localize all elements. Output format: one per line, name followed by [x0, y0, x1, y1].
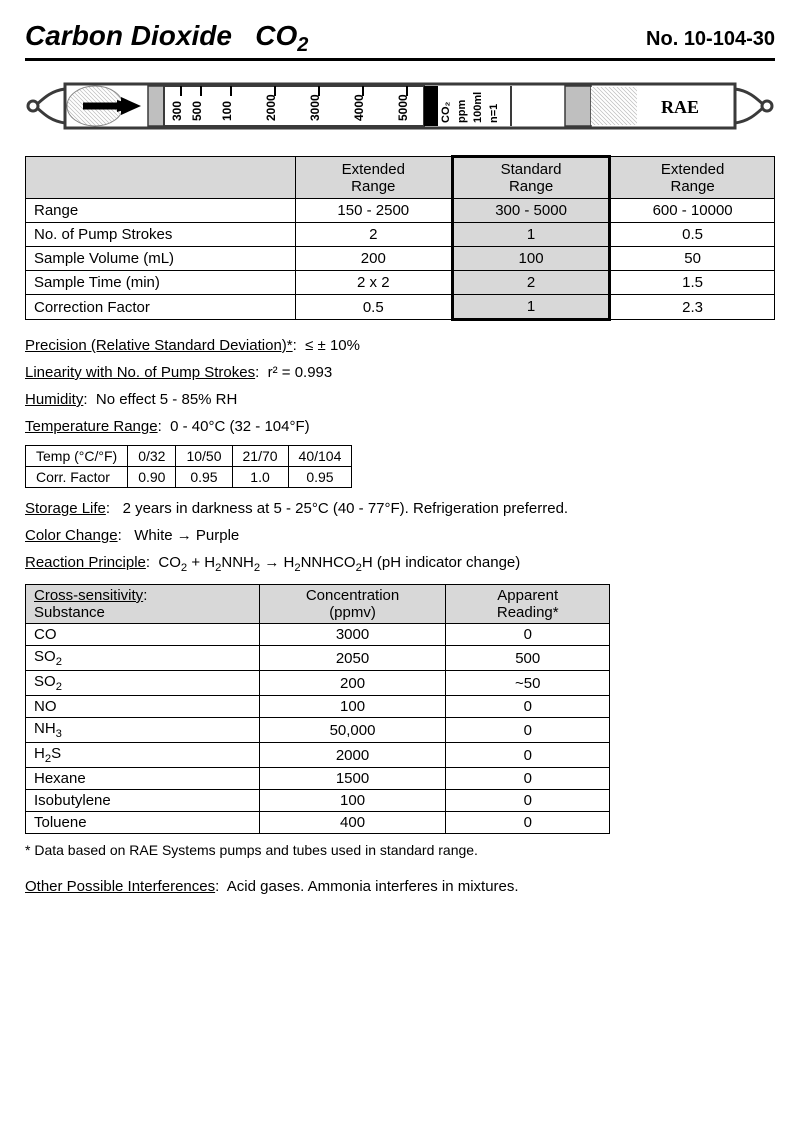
svg-text:100: 100 — [220, 101, 234, 121]
svg-text:CO₂: CO₂ — [440, 102, 452, 124]
range-tbody: Range150 - 2500300 - 5000600 - 10000 No. … — [26, 199, 775, 320]
cross-substance: NH3 — [26, 718, 260, 743]
spec-other-interferences: Other Possible Interferences: Acid gases… — [25, 878, 775, 895]
product-number: No. 10-104-30 — [646, 28, 775, 51]
range-cell: 600 - 10000 — [610, 199, 775, 223]
svg-text:300: 300 — [170, 101, 184, 121]
range-cell: 0.5 — [610, 223, 775, 247]
cross-sensitivity-table: Cross-sensitivity: Substance Concentrati… — [25, 584, 610, 834]
range-cell: 2 x 2 — [295, 271, 452, 295]
spec-humidity: Humidity: No effect 5 - 85% RH — [25, 391, 775, 408]
cross-reading: 0 — [446, 768, 610, 790]
range-header-ext1: ExtendedRange — [295, 157, 452, 199]
cross-substance: Hexane — [26, 768, 260, 790]
svg-text:500: 500 — [190, 101, 204, 121]
range-table: ExtendedRange StandardRange ExtendedRang… — [25, 155, 775, 321]
header: Carbon Dioxide CO2 No. 10-104-30 — [25, 20, 775, 52]
range-header-std: StandardRange — [452, 157, 609, 199]
spec-linearity: Linearity with No. of Pump Strokes: r² =… — [25, 364, 775, 381]
cross-header-substance: Cross-sensitivity: Substance — [26, 585, 260, 624]
cross-concentration: 1500 — [259, 768, 446, 790]
cross-substance: Isobutylene — [26, 790, 260, 812]
temp-row2-label: Corr. Factor — [26, 467, 128, 488]
cross-substance: SO2 — [26, 646, 260, 671]
cross-tbody: CO30000SO22050500SO2200~50NO1000NH350,00… — [26, 624, 610, 834]
range-cell: 200 — [295, 247, 452, 271]
header-rule — [25, 58, 775, 61]
range-cell: 1.5 — [610, 271, 775, 295]
range-cell-std: 100 — [452, 247, 609, 271]
cross-concentration: 100 — [259, 696, 446, 718]
range-cell-std: 1 — [452, 295, 609, 320]
temp-table: Temp (°C/°F) 0/32 10/50 21/70 40/104 Cor… — [25, 445, 352, 488]
cross-concentration: 3000 — [259, 624, 446, 646]
cross-concentration: 2000 — [259, 743, 446, 768]
cross-header-reading: ApparentReading* — [446, 585, 610, 624]
cross-reading: 500 — [446, 646, 610, 671]
cross-concentration: 50,000 — [259, 718, 446, 743]
range-row-label: Correction Factor — [26, 295, 296, 320]
cross-reading: 0 — [446, 696, 610, 718]
range-cell: 2.3 — [610, 295, 775, 320]
range-cell-std: 300 - 5000 — [452, 199, 609, 223]
temp-row1-label: Temp (°C/°F) — [26, 446, 128, 467]
tube-diagram: 300 500 100 2000 3000 4000 5000 CO₂ ppm … — [25, 71, 775, 141]
svg-text:n=1: n=1 — [488, 104, 500, 123]
cross-concentration: 400 — [259, 812, 446, 834]
cross-concentration: 2050 — [259, 646, 446, 671]
cross-substance: Toluene — [26, 812, 260, 834]
cross-substance: CO — [26, 624, 260, 646]
range-cell: 0.5 — [295, 295, 452, 320]
cross-reading: 0 — [446, 624, 610, 646]
range-cell: 50 — [610, 247, 775, 271]
cross-reading: 0 — [446, 812, 610, 834]
range-row-label: Sample Volume (mL) — [26, 247, 296, 271]
cross-reading: 0 — [446, 718, 610, 743]
page-title: Carbon Dioxide CO2 — [25, 20, 308, 52]
range-cell-std: 2 — [452, 271, 609, 295]
cross-substance: H2S — [26, 743, 260, 768]
range-cell: 150 - 2500 — [295, 199, 452, 223]
footnote: * Data based on RAE Systems pumps and tu… — [25, 842, 775, 858]
brand-label: RAE — [661, 97, 699, 117]
title-name: Carbon Dioxide — [25, 20, 232, 51]
title-formula: CO — [255, 20, 297, 51]
cross-reading: 0 — [446, 743, 610, 768]
spec-precision: Precision (Relative Standard Deviation)*… — [25, 337, 775, 354]
spec-temp-range: Temperature Range: 0 - 40°C (32 - 104°F) — [25, 418, 775, 435]
range-row-label: Range — [26, 199, 296, 223]
spec-reaction: Reaction Principle: CO2 + H2NNH2 → H2NNH… — [25, 554, 775, 574]
range-header-ext2: ExtendedRange — [610, 157, 775, 199]
cross-substance: NO — [26, 696, 260, 718]
range-cell: 2 — [295, 223, 452, 247]
spec-storage: Storage Life: 2 years in darkness at 5 -… — [25, 500, 775, 517]
svg-text:3000: 3000 — [308, 94, 322, 121]
range-header-blank — [26, 157, 296, 199]
cross-header-conc: Concentration(ppmv) — [259, 585, 446, 624]
cross-reading: ~50 — [446, 671, 610, 696]
reaction-formula: CO2 + H2NNH2 → H2NNHCO2H (pH indicator c… — [158, 554, 520, 571]
cross-substance: SO2 — [26, 671, 260, 696]
cross-concentration: 200 — [259, 671, 446, 696]
range-row-label: Sample Time (min) — [26, 271, 296, 295]
svg-text:ppm: ppm — [456, 100, 468, 123]
range-row-label: No. of Pump Strokes — [26, 223, 296, 247]
svg-text:4000: 4000 — [352, 94, 366, 121]
range-cell-std: 1 — [452, 223, 609, 247]
svg-text:100ml: 100ml — [472, 92, 484, 123]
cross-reading: 0 — [446, 790, 610, 812]
spec-color-change: Color Change: White → Purple — [25, 527, 775, 544]
svg-text:2000: 2000 — [264, 94, 278, 121]
svg-text:5000: 5000 — [396, 94, 410, 121]
cross-concentration: 100 — [259, 790, 446, 812]
title-formula-sub: 2 — [297, 34, 308, 56]
